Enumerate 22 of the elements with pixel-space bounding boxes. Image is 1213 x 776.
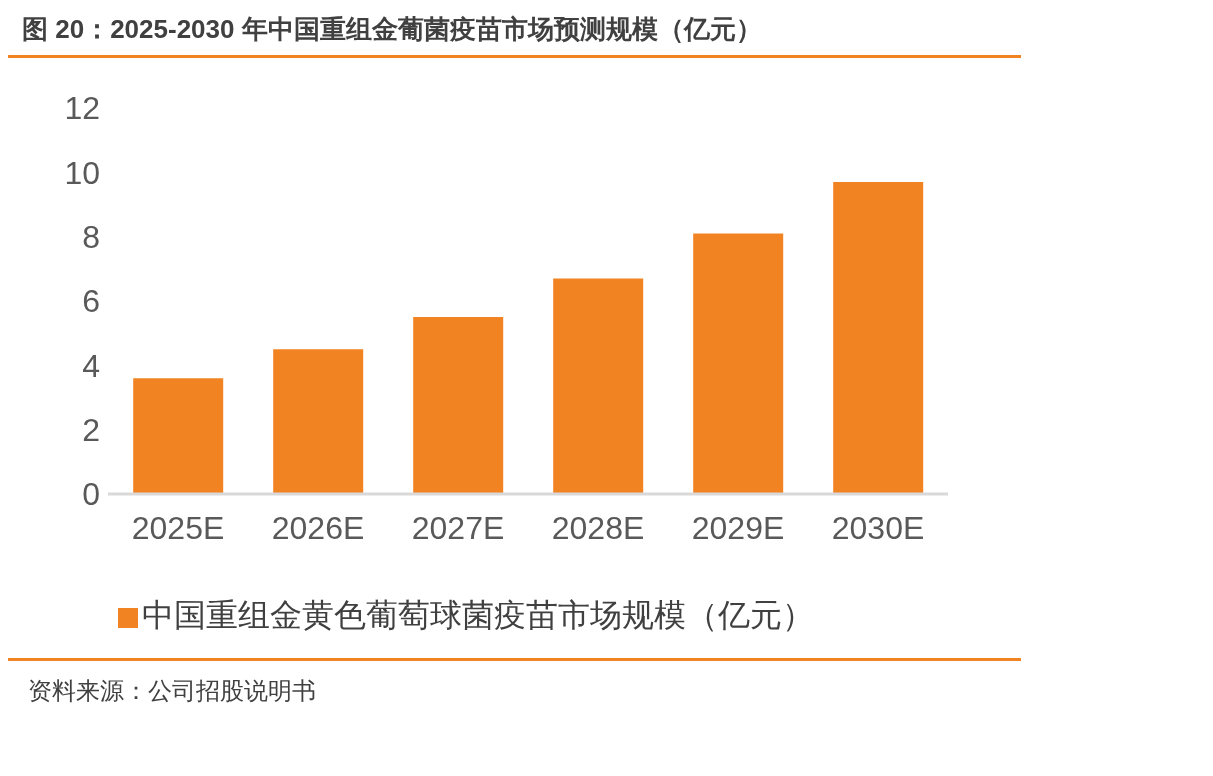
text: 资料来源：公司招股说明书	[28, 676, 317, 706]
y-tick-label: 12	[64, 90, 100, 127]
y-tick-label: 2	[82, 412, 100, 449]
bar	[133, 378, 224, 494]
bar	[413, 317, 504, 494]
x-tick-label: 2027E	[411, 509, 505, 546]
x-tick-label: 2030E	[831, 509, 925, 546]
x-tick-label: 2025E	[131, 509, 225, 546]
bar	[273, 349, 364, 494]
x-tick-label: 2028E	[551, 509, 645, 546]
y-tick-label: 4	[82, 347, 100, 384]
x-tick-label: 2029E	[691, 509, 785, 546]
legend-label: 中国重组金黄色葡萄球菌疫苗市场规模（亿元）	[142, 597, 814, 633]
bar	[693, 233, 784, 494]
y-tick-label: 6	[82, 283, 100, 320]
y-tick-label: 8	[82, 219, 100, 256]
bar	[833, 181, 924, 494]
bar	[553, 278, 644, 494]
x-tick-label: 2026E	[271, 509, 365, 546]
y-tick-label: 10	[64, 154, 100, 191]
y-tick-label: 0	[82, 476, 100, 513]
chart-title: 图 20：2025-2030 年中国重组金葡菌疫苗市场预测规模（亿元）	[8, 8, 1021, 58]
